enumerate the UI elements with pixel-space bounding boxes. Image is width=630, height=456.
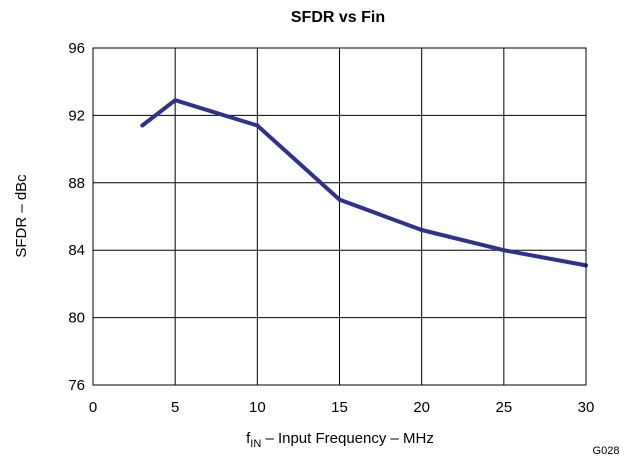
y-tick-label: 84 (68, 242, 85, 259)
x-axis-label-prefix: f (246, 430, 251, 447)
y-axis-label: SFDR – dBc (13, 174, 30, 258)
data-point (173, 98, 178, 103)
figure-code: G028 (593, 445, 620, 456)
data-point (140, 123, 145, 128)
series-layer (140, 98, 588, 268)
chart-title: SFDR vs Fin (291, 9, 385, 26)
x-tick-label: 0 (89, 399, 97, 416)
x-axis-label-suffix: – Input Frequency – MHz (261, 430, 434, 447)
y-tick-label: 88 (68, 175, 85, 192)
y-tick-label: 76 (68, 377, 85, 394)
data-point (337, 197, 342, 202)
data-point (255, 123, 260, 128)
x-tick-label: 10 (249, 399, 266, 416)
plot-frame (92, 47, 587, 386)
y-tick-label: 80 (68, 310, 85, 327)
x-tick-label: 5 (171, 399, 179, 416)
data-point (501, 248, 506, 253)
y-tick-labels: 76 80 84 88 92 96 (68, 40, 85, 394)
y-tick-label: 92 (68, 107, 85, 124)
x-tick-labels: 0 5 10 15 20 25 30 (89, 399, 595, 416)
x-axis-label-subscript: IN (250, 438, 261, 450)
data-point (419, 227, 424, 232)
x-axis-label: fIN – Input Frequency – MHz (246, 430, 434, 450)
y-tick-label: 96 (68, 40, 85, 57)
x-tick-label: 30 (578, 399, 595, 416)
x-tick-label: 25 (495, 399, 512, 416)
x-tick-label: 20 (413, 399, 430, 416)
x-tick-label: 15 (331, 399, 348, 416)
